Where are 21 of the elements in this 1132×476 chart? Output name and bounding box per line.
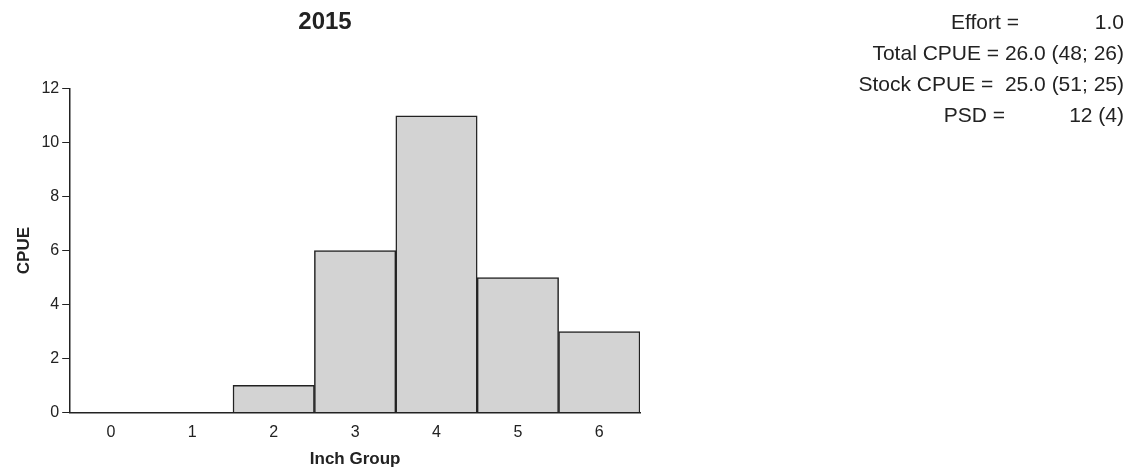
text: Stock CPUE = 25.0 (51; 25) bbox=[858, 71, 1124, 97]
x-axis-title: Inch Group bbox=[309, 449, 401, 469]
chart-title: 2015 bbox=[298, 7, 352, 35]
x-tick-label: 2 bbox=[269, 423, 279, 441]
x-tick-label: 4 bbox=[432, 423, 442, 441]
x-tick-label: 3 bbox=[350, 423, 360, 441]
y-axis-title: CPUE bbox=[13, 226, 33, 275]
x-tick-label: 5 bbox=[513, 423, 523, 441]
y-tick-label: 2 bbox=[50, 348, 60, 366]
y-tick-label: 0 bbox=[50, 402, 60, 420]
y-tick-label: 6 bbox=[50, 241, 60, 259]
y-tick-label: 4 bbox=[50, 294, 60, 312]
y-tick-label: 12 bbox=[41, 79, 60, 97]
x-tick-label: 6 bbox=[594, 423, 604, 441]
x-tick-label: 0 bbox=[106, 423, 116, 441]
y-tick-label: 8 bbox=[50, 187, 60, 205]
text: PSD = 12 (4) bbox=[942, 102, 1124, 128]
y-tick-label: 10 bbox=[41, 133, 60, 151]
x-tick-label: 1 bbox=[187, 423, 197, 441]
text: Effort = 1.0 bbox=[950, 9, 1124, 35]
text: Total CPUE = 26.0 (48; 26) bbox=[871, 40, 1124, 66]
